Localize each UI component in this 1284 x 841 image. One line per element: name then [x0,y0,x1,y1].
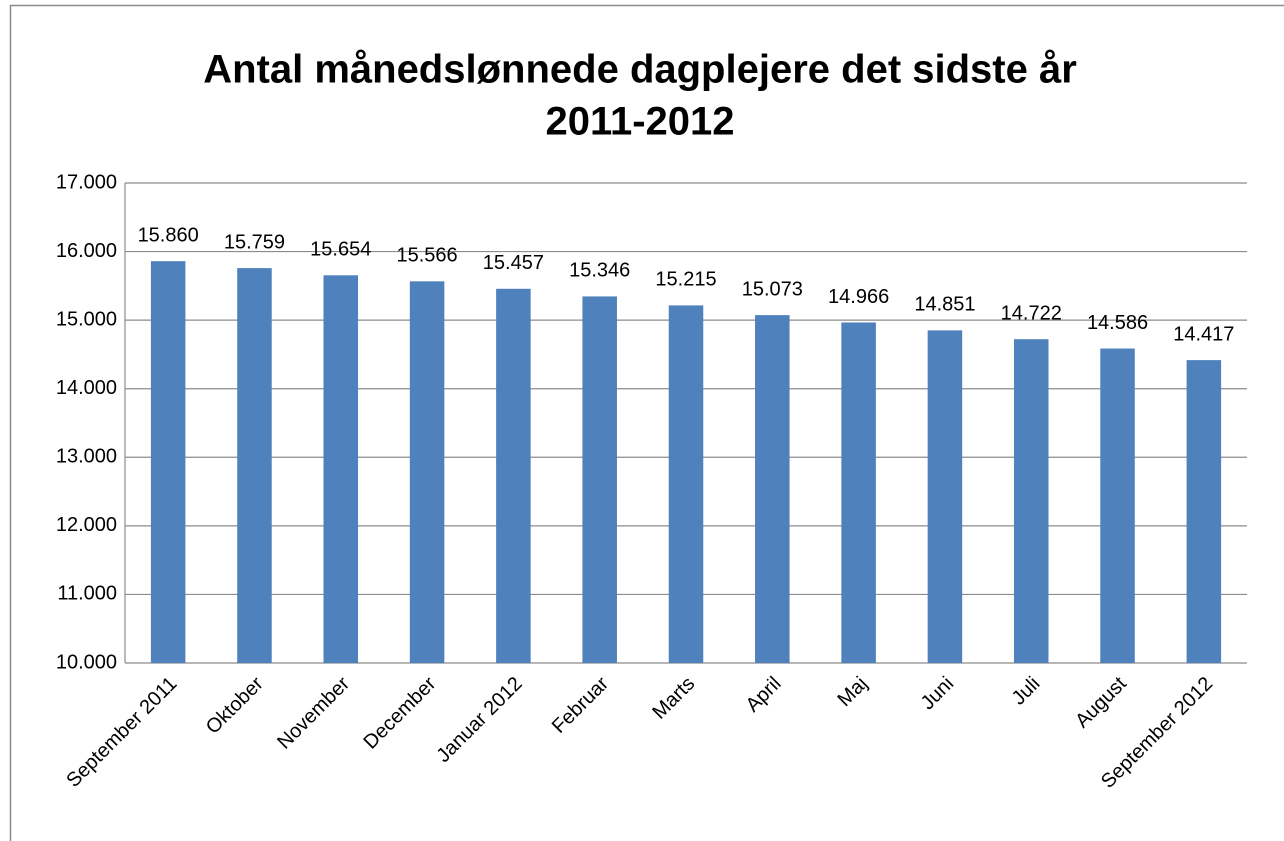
bar [927,330,963,663]
bar [496,288,531,663]
bar [323,275,359,663]
value-label: 15.073 [742,278,803,300]
value-label: 15.215 [655,269,716,291]
bar [668,305,704,663]
bar [409,281,445,663]
y-tick-label: 12.000 [56,514,117,536]
value-label: 14.851 [914,294,975,316]
bar [1100,348,1135,663]
bar [1186,360,1222,663]
value-label: 15.566 [396,245,457,267]
chart-title: 2011-2012 [545,100,734,144]
chart-title: Antal månedslønnede dagplejere det sidst… [203,48,1077,92]
y-tick-label: 10.000 [56,651,117,673]
value-label: 14.722 [1001,302,1062,324]
y-tick-label: 13.000 [56,446,117,468]
y-tick-label: 16.000 [56,240,117,262]
y-tick-label: 17.000 [56,171,117,193]
bar [755,315,790,663]
value-label: 15.654 [310,239,371,261]
value-label: 15.346 [569,260,630,282]
bar [841,322,876,663]
value-label: 14.966 [828,286,889,308]
bar [1013,339,1049,663]
value-label: 14.417 [1173,323,1234,345]
value-label: 15.457 [483,252,544,274]
value-label: 15.860 [138,224,199,246]
y-tick-label: 15.000 [56,308,117,330]
value-label: 14.586 [1087,312,1148,334]
chart-frame [9,4,1284,841]
y-tick-label: 14.000 [56,377,117,399]
y-tick-label: 11.000 [57,583,117,605]
bar [150,261,186,663]
value-label: 15.759 [224,231,285,253]
bar [237,268,272,663]
bar [582,296,617,663]
